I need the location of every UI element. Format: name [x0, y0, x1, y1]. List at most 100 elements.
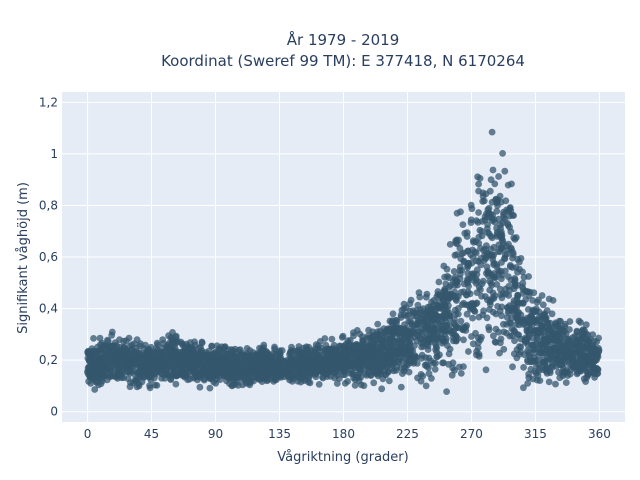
data-point — [441, 330, 449, 338]
data-point — [480, 197, 488, 205]
data-point — [239, 374, 247, 382]
data-point — [413, 337, 421, 345]
data-point — [414, 301, 422, 309]
data-point — [573, 327, 581, 335]
data-point — [548, 310, 556, 318]
data-point — [365, 326, 372, 334]
data-point — [281, 357, 288, 365]
data-point — [406, 343, 414, 350]
data-point — [477, 244, 484, 252]
data-point — [428, 375, 435, 382]
data-point — [151, 381, 159, 389]
data-point — [444, 273, 451, 280]
data-point — [463, 310, 471, 318]
data-point — [555, 352, 563, 359]
data-point — [433, 293, 441, 301]
data-point — [433, 344, 441, 352]
data-point — [161, 357, 169, 364]
y-tick-label: 0,4 — [39, 302, 58, 316]
data-point — [366, 359, 374, 367]
data-point — [494, 202, 501, 209]
data-point — [543, 319, 551, 327]
data-point — [183, 340, 190, 348]
data-point — [401, 321, 408, 329]
data-point — [271, 343, 278, 351]
data-point — [221, 371, 229, 379]
data-point — [460, 280, 468, 288]
data-point — [378, 385, 386, 393]
data-point — [499, 237, 507, 245]
data-point — [533, 336, 541, 344]
data-point — [533, 298, 541, 306]
data-point — [117, 343, 124, 351]
data-point — [489, 289, 497, 297]
data-point — [582, 321, 590, 329]
data-point — [317, 357, 324, 365]
data-point — [321, 347, 329, 354]
chart-title-line2: Koordinat (Sweref 99 TM): E 377418, N 61… — [161, 52, 525, 70]
data-point — [393, 364, 401, 371]
data-point — [480, 307, 487, 315]
data-point — [580, 363, 588, 371]
data-point — [374, 360, 381, 368]
data-point — [258, 378, 266, 385]
data-point — [169, 329, 176, 336]
data-point — [428, 316, 435, 323]
data-point — [242, 368, 249, 376]
data-point — [346, 354, 354, 361]
data-point — [187, 356, 194, 364]
data-point — [154, 341, 162, 349]
data-point — [475, 209, 482, 216]
data-point — [469, 253, 477, 261]
data-point — [456, 275, 464, 283]
data-point — [524, 306, 532, 313]
data-point — [449, 359, 457, 367]
data-point — [473, 348, 480, 355]
data-point — [137, 353, 145, 361]
data-point — [475, 187, 482, 195]
data-point — [503, 329, 510, 337]
data-point — [555, 358, 563, 365]
data-point — [422, 382, 430, 390]
data-point — [538, 292, 546, 299]
data-point — [559, 326, 567, 333]
y-tick-label: 0 — [50, 405, 58, 419]
data-point — [581, 340, 589, 347]
chart-title-line1: År 1979 - 2019 — [287, 30, 400, 49]
data-point — [452, 337, 460, 344]
data-point — [322, 341, 330, 349]
data-point — [414, 374, 421, 382]
data-point — [188, 364, 195, 372]
data-point — [108, 331, 116, 339]
y-tick-labels: 0 0,2 0,4 0,6 0,8 1 1,2 — [39, 95, 58, 418]
data-point — [530, 289, 538, 297]
data-point — [246, 347, 254, 354]
data-point — [467, 304, 475, 312]
data-points — [84, 128, 603, 395]
data-point — [158, 348, 166, 356]
data-point — [87, 380, 95, 387]
data-point — [106, 373, 114, 381]
data-point — [589, 341, 597, 349]
data-point — [504, 309, 512, 317]
data-point — [113, 372, 121, 379]
data-point — [442, 280, 450, 288]
y-tick-label: 0,2 — [39, 353, 58, 367]
data-point — [562, 379, 570, 386]
data-point — [250, 377, 257, 385]
data-point — [279, 364, 287, 371]
x-tick-label: 135 — [268, 427, 291, 441]
data-point — [529, 318, 537, 325]
data-point — [423, 340, 431, 348]
data-point — [539, 301, 547, 309]
data-point — [440, 359, 447, 367]
data-point — [398, 348, 406, 356]
data-point — [228, 382, 236, 390]
data-point — [540, 311, 548, 319]
data-point — [453, 209, 461, 217]
data-point — [593, 356, 601, 364]
data-point — [431, 306, 439, 314]
data-point — [580, 375, 588, 383]
data-point — [317, 368, 325, 375]
data-point — [514, 268, 521, 276]
